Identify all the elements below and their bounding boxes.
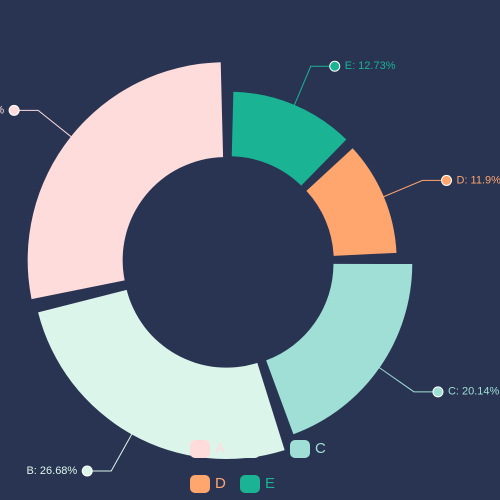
legend-swatch[interactable]	[190, 440, 210, 458]
pie-slice[interactable]	[38, 289, 285, 460]
legend-swatch[interactable]	[240, 475, 260, 493]
pie-slice[interactable]	[231, 91, 347, 186]
label-dot	[329, 60, 341, 72]
pie-slice[interactable]	[306, 148, 397, 256]
label-line	[286, 65, 335, 122]
label-line	[366, 179, 447, 205]
label-dot	[441, 174, 453, 186]
data-label: A: 28.55%	[0, 104, 4, 116]
legend-swatch[interactable]	[290, 440, 310, 458]
data-label: E: 12.73%	[345, 60, 396, 72]
legend-swatch[interactable]	[240, 440, 260, 458]
label-line	[364, 357, 438, 393]
label-dot	[8, 104, 20, 116]
data-label: B: 26.68%	[26, 465, 77, 477]
legend-swatch[interactable]	[190, 475, 210, 493]
pie-slice[interactable]	[266, 263, 413, 435]
label-line	[14, 109, 86, 149]
legend-label[interactable]: C	[315, 440, 326, 457]
pie-slice[interactable]	[27, 62, 224, 300]
label-line	[87, 418, 141, 472]
data-label: C: 20.14%	[448, 386, 500, 398]
label-dot	[81, 465, 93, 477]
legend-label[interactable]: A	[215, 440, 225, 457]
legend-label[interactable]: E	[265, 475, 275, 492]
data-label: D: 11.9%	[457, 174, 500, 186]
legend-label[interactable]: B	[265, 440, 275, 457]
label-dot	[432, 386, 444, 398]
legend-label[interactable]: D	[215, 475, 226, 492]
